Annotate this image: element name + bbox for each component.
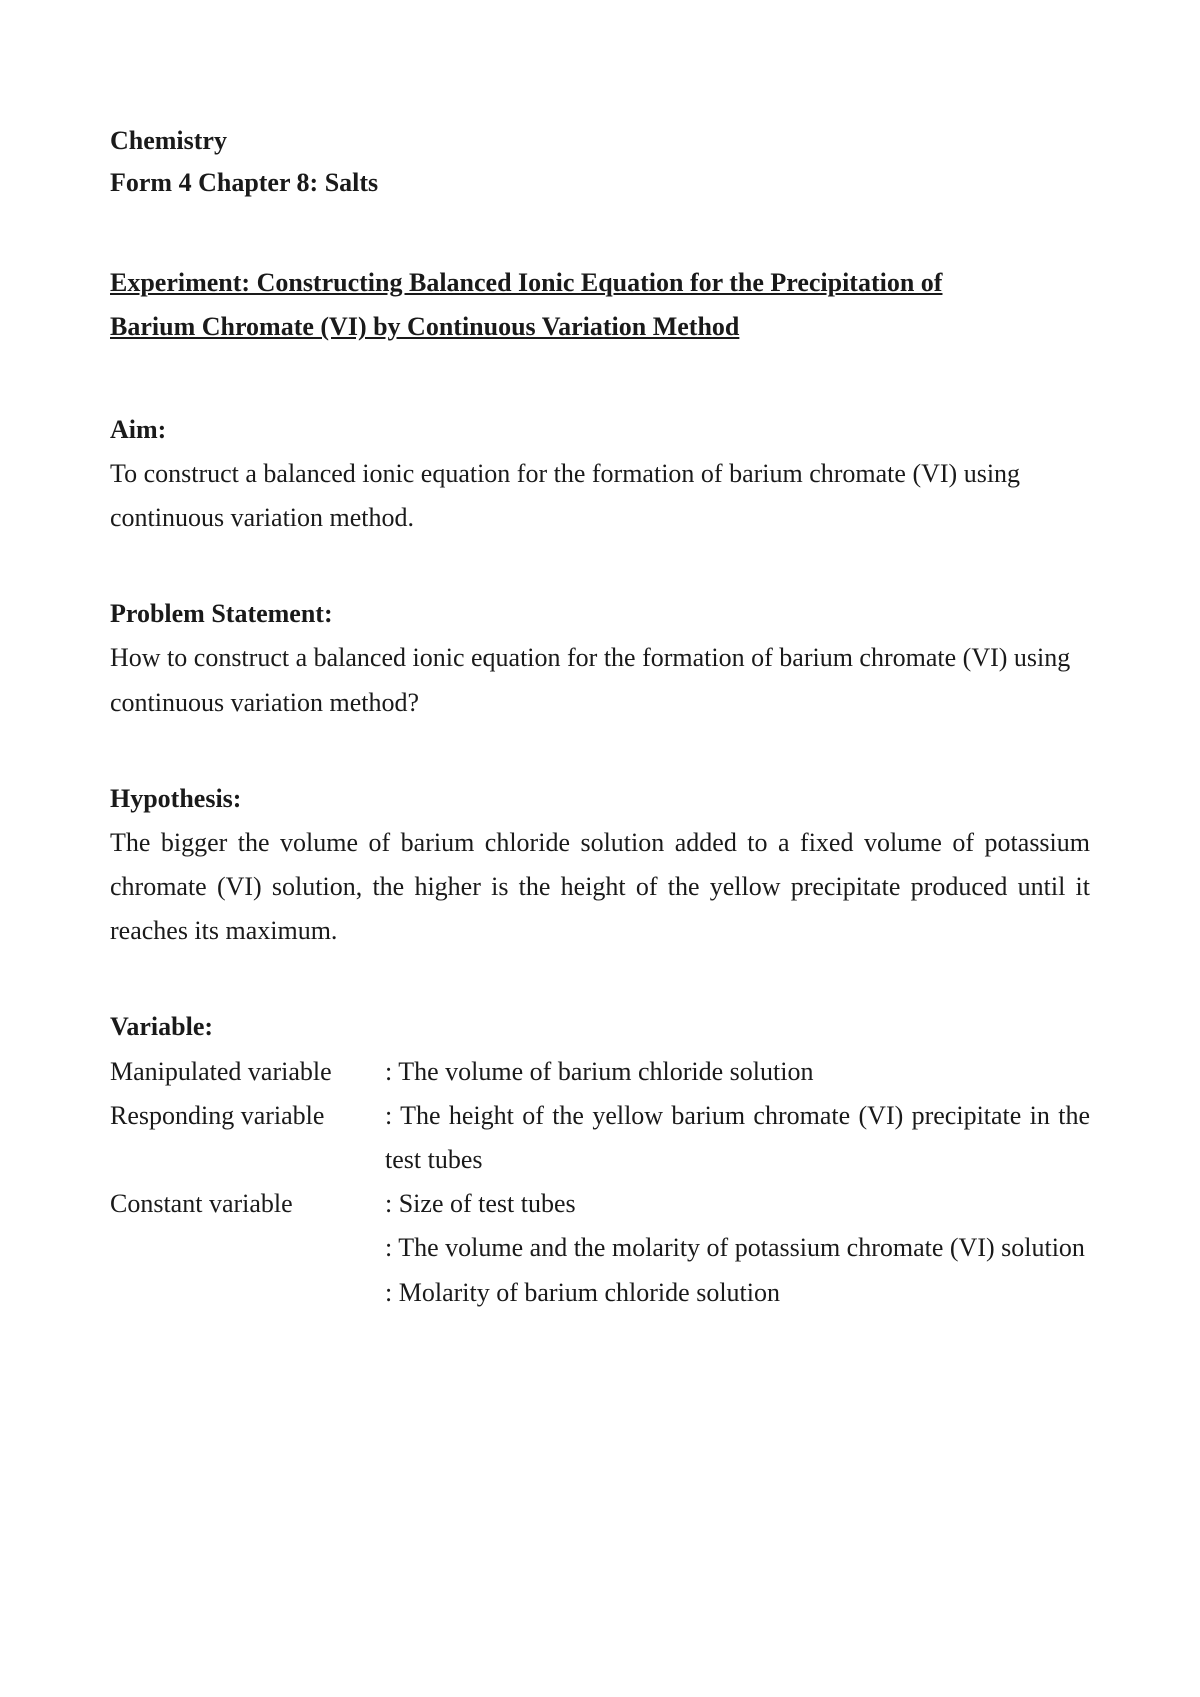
- experiment-title-line2: Barium Chromate (VI) by Continuous Varia…: [110, 312, 739, 341]
- chapter-heading: Form 4 Chapter 8: Salts: [110, 162, 1090, 204]
- constant-variable-value3: : Molarity of barium chloride solution: [385, 1271, 1090, 1315]
- hypothesis-text: The bigger the volume of barium chloride…: [110, 821, 1090, 954]
- constant-variable-value2: : The volume and the molarity of potassi…: [385, 1226, 1090, 1270]
- responding-variable-label: Responding variable: [110, 1094, 385, 1138]
- aim-text: To construct a balanced ionic equation f…: [110, 452, 1090, 540]
- problem-statement-heading: Problem Statement:: [110, 592, 1090, 636]
- hypothesis-heading: Hypothesis:: [110, 777, 1090, 821]
- subject-heading: Chemistry: [110, 120, 1090, 162]
- document-page: Chemistry Form 4 Chapter 8: Salts Experi…: [0, 0, 1200, 1415]
- experiment-title: Experiment: Constructing Balanced Ionic …: [110, 261, 1090, 349]
- responding-variable-row: Responding variable : The height of the …: [110, 1094, 1090, 1182]
- experiment-title-line1: Experiment: Constructing Balanced Ionic …: [110, 268, 942, 297]
- constant-variable-row2: : The volume and the molarity of potassi…: [110, 1226, 1090, 1270]
- constant-variable-value1: : Size of test tubes: [385, 1182, 1090, 1226]
- manipulated-variable-row: Manipulated variable : The volume of bar…: [110, 1050, 1090, 1094]
- problem-statement-text: How to construct a balanced ionic equati…: [110, 636, 1090, 724]
- variable-table: Manipulated variable : The volume of bar…: [110, 1050, 1090, 1315]
- constant-variable-row: Constant variable : Size of test tubes: [110, 1182, 1090, 1226]
- responding-variable-value: : The height of the yellow barium chroma…: [385, 1094, 1090, 1182]
- manipulated-variable-value: : The volume of barium chloride solution: [385, 1050, 1090, 1094]
- constant-variable-label: Constant variable: [110, 1182, 385, 1226]
- aim-heading: Aim:: [110, 408, 1090, 452]
- variable-heading: Variable:: [110, 1005, 1090, 1049]
- constant-variable-row3: : Molarity of barium chloride solution: [110, 1271, 1090, 1315]
- manipulated-variable-label: Manipulated variable: [110, 1050, 385, 1094]
